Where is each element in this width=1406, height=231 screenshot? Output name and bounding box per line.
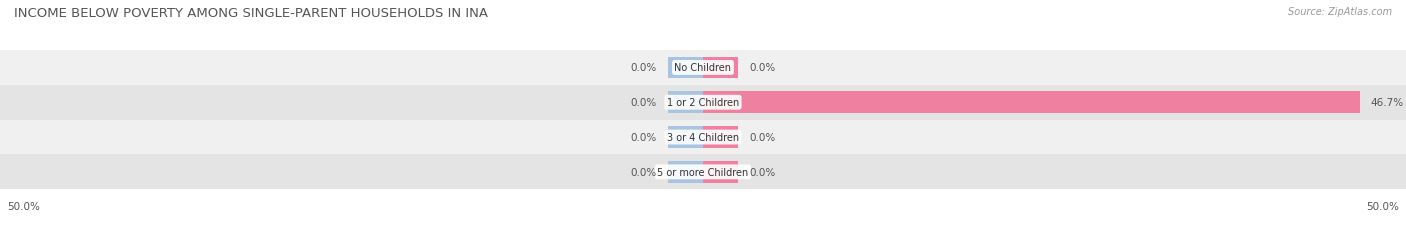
Text: 1 or 2 Children: 1 or 2 Children — [666, 98, 740, 108]
Bar — [703, 92, 1360, 113]
Bar — [668, 127, 703, 148]
Bar — [0, 85, 1406, 120]
Text: 3 or 4 Children: 3 or 4 Children — [666, 132, 740, 143]
Bar — [0, 155, 1406, 189]
Text: 0.0%: 0.0% — [630, 132, 657, 143]
Text: Source: ZipAtlas.com: Source: ZipAtlas.com — [1288, 7, 1392, 17]
Bar — [668, 57, 703, 79]
Text: 50.0%: 50.0% — [1367, 201, 1399, 211]
Text: INCOME BELOW POVERTY AMONG SINGLE-PARENT HOUSEHOLDS IN INA: INCOME BELOW POVERTY AMONG SINGLE-PARENT… — [14, 7, 488, 20]
Text: 46.7%: 46.7% — [1371, 98, 1405, 108]
Bar — [703, 127, 738, 148]
Bar — [668, 92, 703, 113]
Text: No Children: No Children — [675, 63, 731, 73]
Bar — [668, 161, 703, 183]
Text: 0.0%: 0.0% — [630, 167, 657, 177]
Bar — [0, 51, 1406, 85]
Text: 5 or more Children: 5 or more Children — [658, 167, 748, 177]
Text: 0.0%: 0.0% — [749, 132, 776, 143]
Bar — [703, 161, 738, 183]
Text: 0.0%: 0.0% — [749, 167, 776, 177]
Text: 0.0%: 0.0% — [630, 63, 657, 73]
Bar — [703, 57, 738, 79]
Text: 0.0%: 0.0% — [630, 98, 657, 108]
Text: 0.0%: 0.0% — [749, 63, 776, 73]
Bar — [0, 120, 1406, 155]
Text: 50.0%: 50.0% — [7, 201, 39, 211]
